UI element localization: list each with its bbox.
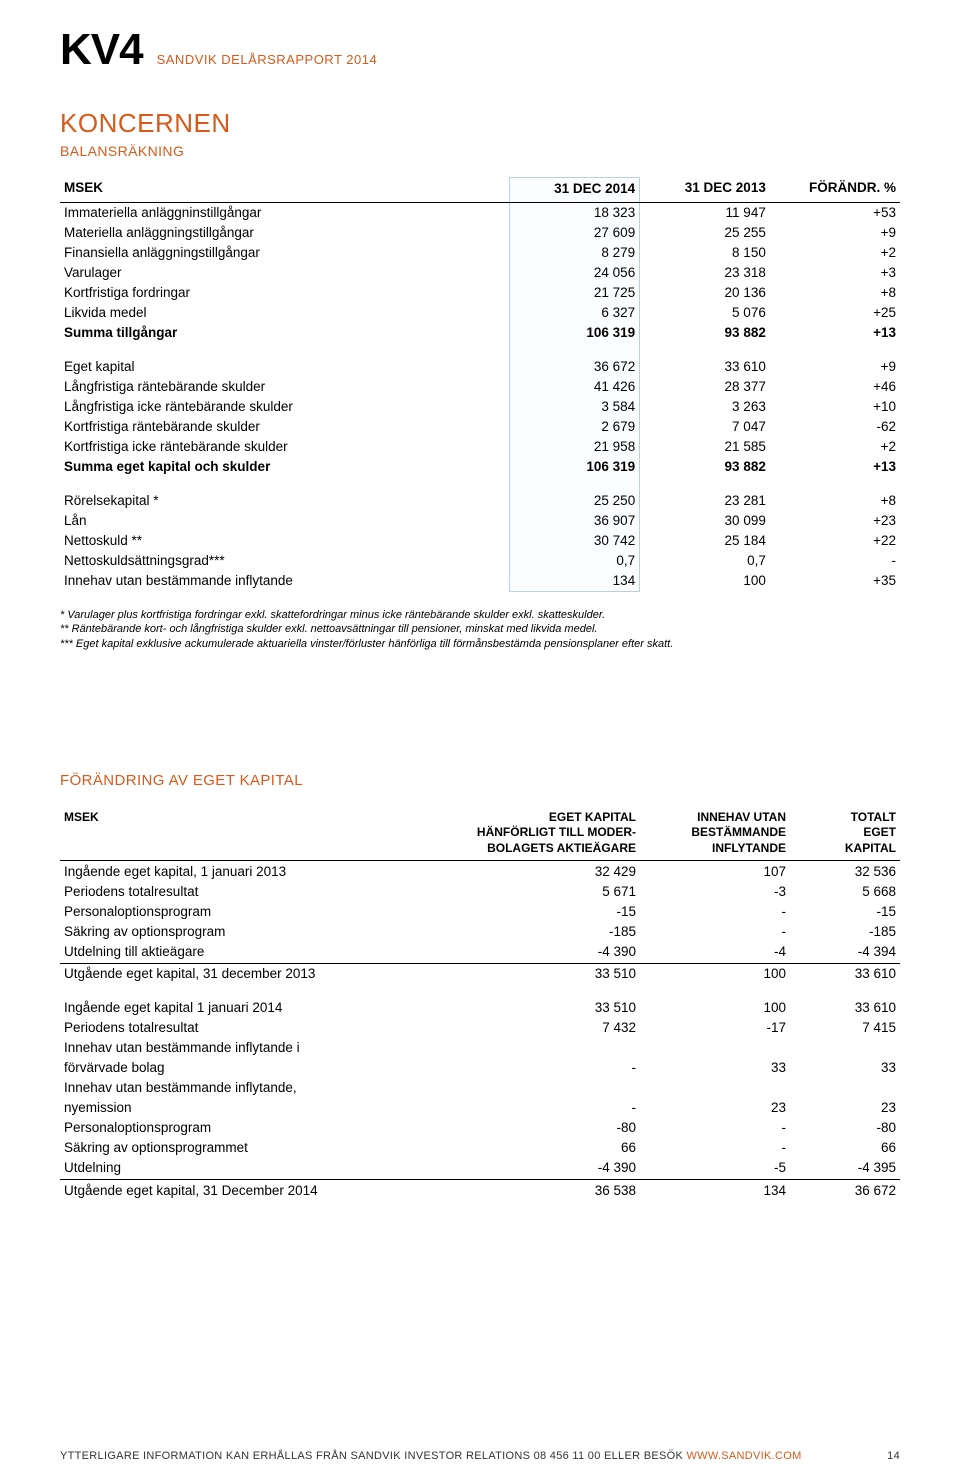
- table-row: Personaloptionsprogram-80--80: [60, 1118, 900, 1138]
- footnotes: * Varulager plus kortfristiga fordringar…: [60, 608, 900, 653]
- section2: FÖRÄNDRING AV EGET KAPITAL MSEK EGET KAP…: [60, 772, 900, 1200]
- table-row: Immateriella anläggninstillgångar18 3231…: [60, 202, 900, 223]
- table-row: Kortfristiga räntebärande skulder2 6797 …: [60, 417, 900, 437]
- footer-link[interactable]: WWW.SANDVIK.COM: [686, 1450, 801, 1462]
- table-row: Nettoskuld **30 74225 184+22: [60, 531, 900, 551]
- table-row: Utgående eget kapital, 31 december 20133…: [60, 963, 900, 984]
- table-row: Kortfristiga fordringar21 72520 136+8: [60, 283, 900, 303]
- table-row: Säkring av optionsprogram-185--185: [60, 921, 900, 941]
- table-header-row: MSEK 31 DEC 2014 31 DEC 2013 FÖRÄNDR. %: [60, 178, 900, 203]
- table-row: Långfristiga icke räntebärande skulder3 …: [60, 397, 900, 417]
- table-row: Finansiella anläggningstillgångar8 2798 …: [60, 243, 900, 263]
- table-row: Summa eget kapital och skulder106 31993 …: [60, 457, 900, 477]
- section1-subtitle: BALANSRÄKNING: [60, 143, 900, 159]
- table-row: Periodens totalresultat5 671-35 668: [60, 881, 900, 901]
- th-2013: 31 DEC 2013: [640, 178, 770, 203]
- report-subtitle: SANDVIK DELÅRSRAPPORT 2014: [157, 52, 378, 67]
- table-row: Periodens totalresultat7 432-177 415: [60, 1018, 900, 1038]
- table-row: Utgående eget kapital, 31 December 20143…: [60, 1180, 900, 1201]
- footnote-1: * Varulager plus kortfristiga fordringar…: [60, 608, 900, 623]
- balance-table: MSEK 31 DEC 2014 31 DEC 2013 FÖRÄNDR. % …: [60, 177, 900, 592]
- table-row: Innehav utan bestämmande inflytande i: [60, 1038, 900, 1058]
- th-change: FÖRÄNDR. %: [770, 178, 900, 203]
- equity-table: MSEK EGET KAPITAL HÄNFÖRLIGT TILL MODER-…: [60, 807, 900, 1200]
- table-row: Eget kapital36 67233 610+9: [60, 357, 900, 377]
- table-row: Säkring av optionsprogrammet66-66: [60, 1138, 900, 1158]
- table-row: Kortfristiga icke räntebärande skulder21…: [60, 437, 900, 457]
- footer-text: YTTERLIGARE INFORMATION KAN ERHÅLLAS FRÅ…: [60, 1450, 802, 1462]
- table-row: Nettoskuldsättningsgrad***0,70,7-: [60, 551, 900, 571]
- table-row: Utdelning till aktieägare-4 390-4-4 394: [60, 941, 900, 963]
- table-row: Likvida medel6 3275 076+25: [60, 303, 900, 323]
- table-row: Ingående eget kapital 1 januari 201433 5…: [60, 998, 900, 1018]
- table-row: Ingående eget kapital, 1 januari 201332 …: [60, 861, 900, 882]
- table-row: Personaloptionsprogram-15--15: [60, 901, 900, 921]
- th2-col1: EGET KAPITAL HÄNFÖRLIGT TILL MODER- BOLA…: [440, 807, 640, 861]
- th-msek: MSEK: [60, 178, 510, 203]
- table-row: Långfristiga räntebärande skulder41 4262…: [60, 377, 900, 397]
- th2-msek: MSEK: [60, 807, 440, 861]
- table-row: Utdelning-4 390-5-4 395: [60, 1158, 900, 1180]
- page-number: 14: [887, 1450, 900, 1462]
- section2-title: FÖRÄNDRING AV EGET KAPITAL: [60, 772, 900, 789]
- th-2014: 31 DEC 2014: [510, 178, 640, 203]
- table-row: Innehav utan bestämmande inflytande,: [60, 1078, 900, 1098]
- table-row: nyemission-2323: [60, 1098, 900, 1118]
- th2-col3: TOTALT EGET KAPITAL: [790, 807, 900, 861]
- section1-title: KONCERNEN: [60, 108, 900, 139]
- th2-col2: INNEHAV UTAN BESTÄMMANDE INFLYTANDE: [640, 807, 790, 861]
- footnote-2: ** Räntebärande kort- och långfristiga s…: [60, 622, 900, 637]
- kv-badge: KV4: [60, 28, 143, 72]
- table-row: Rörelsekapital *25 25023 281+8: [60, 491, 900, 511]
- footnote-3: *** Eget kapital exklusive ackumulerade …: [60, 637, 900, 652]
- table-row: Innehav utan bestämmande inflytande13410…: [60, 571, 900, 592]
- table-row: Materiella anläggningstillgångar27 60925…: [60, 223, 900, 243]
- table-row: Summa tillgångar106 31993 882+13: [60, 323, 900, 343]
- table2-header-row: MSEK EGET KAPITAL HÄNFÖRLIGT TILL MODER-…: [60, 807, 900, 861]
- table-row: Varulager24 05623 318+3: [60, 263, 900, 283]
- page-header: KV4 SANDVIK DELÅRSRAPPORT 2014: [60, 28, 900, 72]
- table-row: Lån36 90730 099+23: [60, 511, 900, 531]
- table-row: förvärvade bolag-3333: [60, 1058, 900, 1078]
- page-footer: YTTERLIGARE INFORMATION KAN ERHÅLLAS FRÅ…: [60, 1450, 900, 1462]
